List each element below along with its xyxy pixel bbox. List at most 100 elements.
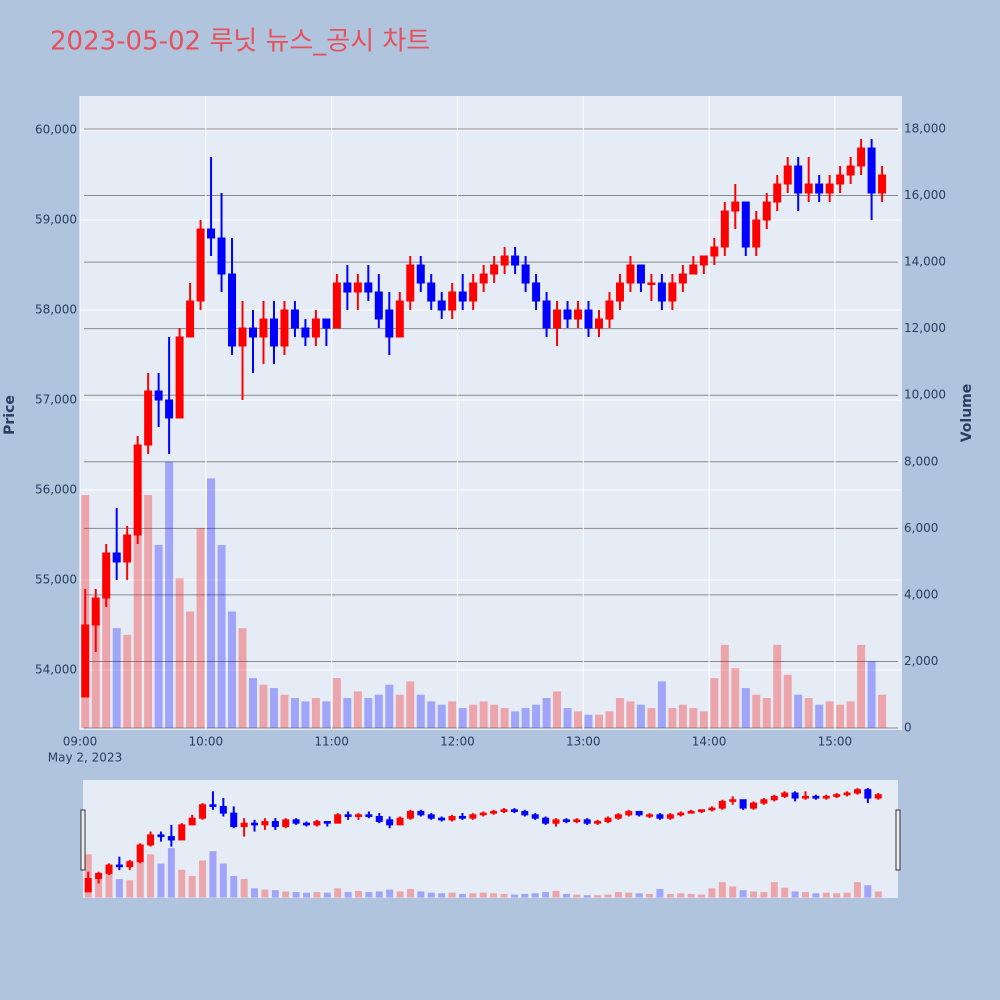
- mini-candle-body: [313, 821, 321, 826]
- mini-volume-bar: [271, 890, 279, 898]
- volume-bar: [594, 714, 603, 729]
- mini-volume-bar: [147, 854, 155, 898]
- candle-body: [186, 300, 195, 338]
- candle-body: [794, 165, 803, 194]
- mini-volume-bar: [386, 889, 394, 898]
- mini-candle-body: [656, 814, 664, 819]
- candle-body: [878, 174, 887, 194]
- volume-bar: [846, 701, 855, 729]
- mini-candle-body: [188, 817, 196, 826]
- candle-body: [783, 165, 792, 185]
- mini-candle-body: [396, 817, 404, 826]
- candle-body: [81, 624, 90, 698]
- candle-body: [448, 291, 457, 311]
- mini-candle-body: [240, 822, 248, 828]
- mini-volume-bar: [698, 894, 706, 898]
- mini-volume-bar: [822, 892, 830, 898]
- mini-volume-bar: [354, 890, 362, 898]
- candle-body: [238, 327, 247, 347]
- volume-bar: [636, 704, 645, 729]
- mini-volume-bar: [303, 892, 311, 898]
- volume-bar: [427, 701, 436, 729]
- volume-bar: [605, 711, 614, 729]
- y2-tick-label: 4,000: [904, 587, 938, 601]
- mini-candle-body: [864, 789, 872, 799]
- volume-bar: [553, 691, 562, 729]
- mini-candle-body: [843, 792, 851, 796]
- volume-bar: [416, 694, 425, 729]
- mini-volume-bar: [750, 891, 758, 898]
- candle-body: [563, 309, 572, 320]
- candle-body: [385, 309, 394, 338]
- y2-tick-label: 2,000: [904, 654, 938, 668]
- candle-body: [228, 273, 237, 347]
- mini-candle-body: [625, 810, 633, 816]
- mini-volume-bar: [438, 893, 446, 898]
- volume-bar: [112, 628, 121, 729]
- mini-candle-body: [552, 819, 560, 824]
- mini-volume-bar: [729, 886, 737, 898]
- mini-volume-bar: [801, 892, 809, 898]
- candle-body: [626, 264, 635, 284]
- candle-body: [91, 597, 100, 626]
- mini-volume-bar: [646, 893, 654, 898]
- mini-volume-bar: [365, 892, 373, 898]
- candle-body: [825, 183, 834, 194]
- mini-candle-body: [251, 822, 259, 826]
- mini-candle-body: [614, 814, 622, 819]
- mini-volume-bar: [490, 893, 498, 898]
- volume-bar: [815, 704, 824, 729]
- mini-candle-body: [417, 810, 425, 816]
- mini-candle-body: [126, 861, 134, 868]
- mini-candle-body: [822, 795, 830, 799]
- mini-candle-body: [282, 819, 290, 828]
- mini-volume-bar: [406, 888, 414, 898]
- y2-tick-label: 14,000: [904, 255, 946, 269]
- mini-volume-bar: [583, 895, 591, 898]
- candle-body: [542, 300, 551, 329]
- volume-bar: [406, 681, 415, 729]
- candle-body: [102, 552, 111, 599]
- mini-volume-bar: [812, 893, 820, 898]
- candle-body: [710, 246, 719, 257]
- y-tick-label: 55,000: [35, 572, 77, 586]
- mini-volume-bar: [375, 891, 383, 898]
- y2-tick-label: 10,000: [904, 388, 946, 402]
- mini-candle-body: [438, 817, 446, 821]
- mini-candle-body: [261, 821, 269, 826]
- candle-body: [574, 309, 583, 320]
- volume-bar: [825, 701, 834, 729]
- candle-body: [395, 300, 404, 338]
- volume-bar: [458, 708, 467, 729]
- mini-candle-body: [781, 792, 789, 797]
- mini-volume-bar: [209, 851, 217, 898]
- volume-bar: [207, 478, 216, 729]
- mini-candle-body: [635, 810, 643, 816]
- mini-volume-bar: [313, 892, 321, 898]
- mini-volume-bar: [510, 894, 518, 898]
- mini-candle-body: [323, 821, 331, 824]
- mini-candle-body: [490, 810, 498, 814]
- candle-body: [647, 282, 656, 286]
- candle-body: [406, 264, 415, 302]
- volume-bar: [290, 698, 299, 729]
- candle-body: [605, 300, 614, 320]
- mini-volume-bar: [864, 885, 872, 898]
- mini-candle-body: [750, 802, 758, 809]
- mini-volume-bar: [458, 893, 466, 898]
- volume-bar: [615, 698, 624, 729]
- volume-bar: [857, 644, 866, 729]
- mini-candle-body: [531, 814, 539, 819]
- volume-bar: [353, 691, 362, 729]
- mini-volume-bar: [323, 892, 331, 898]
- mini-volume-bar: [843, 892, 851, 898]
- volume-bar: [490, 704, 499, 729]
- candle-body: [427, 282, 436, 302]
- mini-volume-bar: [625, 892, 633, 898]
- mini-volume-bar: [739, 890, 747, 898]
- volume-bar: [154, 544, 163, 729]
- volume-bar: [699, 711, 708, 729]
- mini-volume-bar: [718, 882, 726, 898]
- mini-candle-body: [469, 814, 477, 819]
- mini-candle-body: [770, 795, 778, 801]
